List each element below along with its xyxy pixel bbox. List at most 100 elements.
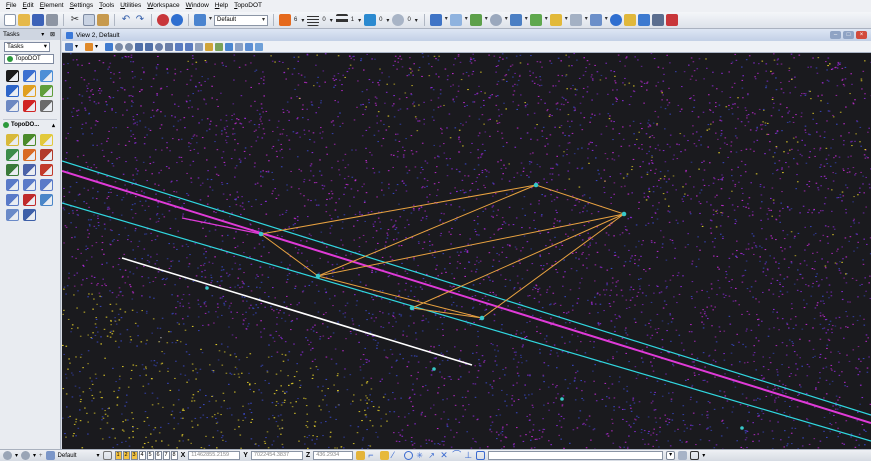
menu-utilities[interactable]: Utilities <box>120 2 142 9</box>
pin-icon[interactable] <box>40 164 53 176</box>
menu-tools[interactable]: Tools <box>99 2 115 9</box>
print-icon[interactable] <box>46 14 58 26</box>
cross-section-icon[interactable] <box>6 164 19 176</box>
view-attributes-icon[interactable] <box>65 42 73 51</box>
chevron-down-icon[interactable]: ▾ <box>96 453 100 459</box>
panel-controls-icon[interactable]: ▾ ⊠ <box>41 32 57 38</box>
line-icon[interactable]: ⁄ <box>392 450 394 460</box>
open-folder-icon[interactable] <box>18 14 30 26</box>
color-icon[interactable] <box>279 14 291 26</box>
chevron-down-icon[interactable]: ▾ <box>386 17 390 24</box>
fill-icon[interactable] <box>364 14 377 26</box>
reference-icon[interactable] <box>469 14 488 26</box>
zoom-out-icon[interactable] <box>125 42 133 51</box>
view-toggle-6[interactable]: 6 <box>154 451 162 460</box>
polyline-icon[interactable] <box>23 179 36 191</box>
level-display-icon[interactable] <box>45 451 55 460</box>
fit-view-icon[interactable] <box>145 42 153 51</box>
fence-icon[interactable] <box>476 451 486 460</box>
view-toggle-1[interactable]: 1 <box>114 451 122 460</box>
model-icon[interactable] <box>489 14 508 26</box>
view-toggle-4[interactable]: 4 <box>138 451 146 460</box>
line-style-icon[interactable] <box>307 14 320 26</box>
text-icon[interactable] <box>23 194 36 206</box>
view-rotation-icon[interactable] <box>195 42 203 51</box>
settings-icon[interactable] <box>3 451 12 460</box>
view-toggle-7[interactable]: 7 <box>162 451 170 460</box>
circle-icon[interactable] <box>404 451 414 460</box>
tree-icon[interactable] <box>23 134 36 146</box>
bentley-connect-icon[interactable] <box>157 14 169 26</box>
chevron-down-icon[interactable]: ▾ <box>15 453 19 459</box>
view-settings-icon[interactable] <box>255 42 263 51</box>
tag-icon[interactable] <box>40 85 53 97</box>
topodot-task-tab[interactable]: TopoDOT <box>4 54 54 64</box>
smartline-icon[interactable]: ⌐ <box>368 450 374 460</box>
section-view-icon[interactable] <box>235 42 243 51</box>
active-weight-value[interactable]: 1 <box>350 17 355 23</box>
pointcloud-icon[interactable] <box>549 14 568 26</box>
menu-file[interactable]: File <box>6 2 17 9</box>
minimize-icon[interactable]: – <box>830 31 841 39</box>
render-icon[interactable] <box>245 42 253 51</box>
previous-view-icon[interactable] <box>175 42 183 51</box>
snap-mode-icon[interactable] <box>21 451 31 460</box>
measure-icon[interactable] <box>569 14 588 26</box>
info-icon[interactable] <box>609 14 622 26</box>
clip-volume-icon[interactable] <box>215 42 223 51</box>
cell-icon[interactable] <box>6 209 19 221</box>
level-manager-icon[interactable] <box>194 14 212 26</box>
maximize-icon[interactable]: □ <box>843 31 854 39</box>
view-toggle-5[interactable]: 5 <box>146 451 154 460</box>
update-view-icon[interactable] <box>105 42 113 51</box>
menu-help[interactable]: Help <box>214 2 229 9</box>
breakline-icon[interactable] <box>23 149 36 161</box>
cut-icon[interactable]: ✂ <box>70 14 80 25</box>
smartline-icon[interactable] <box>6 194 19 206</box>
pointcloud-icon[interactable] <box>6 134 19 146</box>
curve-icon[interactable]: ⌒ <box>452 450 462 460</box>
level-display-value[interactable]: Default <box>57 452 77 459</box>
chevron-down-icon[interactable]: ▾ <box>702 453 706 459</box>
view-groups-icon[interactable] <box>102 451 112 460</box>
pointcloud-drawing[interactable] <box>62 53 871 449</box>
undo-icon[interactable]: ↶ <box>121 14 131 25</box>
filter-icon[interactable] <box>690 451 700 460</box>
curb-icon[interactable] <box>6 149 19 161</box>
pan-view-icon[interactable] <box>165 42 173 51</box>
save-icon[interactable] <box>32 14 44 26</box>
lock-icon[interactable] <box>380 451 390 460</box>
active-fill-value[interactable]: 0 <box>379 17 383 23</box>
copy-icon[interactable] <box>6 100 19 112</box>
chevron-down-icon[interactable]: ▾ <box>666 451 676 460</box>
tools-icon[interactable] <box>665 14 678 26</box>
snap-icon[interactable] <box>589 14 608 26</box>
new-file-icon[interactable] <box>4 14 16 26</box>
view-toggle-3[interactable]: 3 <box>130 451 138 460</box>
chevron-down-icon[interactable]: ▾ <box>75 43 79 50</box>
saved-views-icon[interactable] <box>529 14 548 26</box>
zoom-icon[interactable] <box>23 209 36 221</box>
grid-icon[interactable] <box>637 14 650 26</box>
tasks-select[interactable]: Tasks ▾ <box>4 42 50 52</box>
clip-mask-icon[interactable] <box>225 42 233 51</box>
chevron-down-icon[interactable]: ▾ <box>329 17 333 24</box>
layout-icon[interactable] <box>651 14 664 26</box>
x-coordinate-field[interactable]: 11462855.2159 <box>188 451 241 460</box>
modify-icon[interactable]: ↗ <box>428 451 435 460</box>
next-view-icon[interactable] <box>185 42 193 51</box>
grid-icon[interactable] <box>40 134 53 146</box>
line-weight-icon[interactable] <box>335 14 348 26</box>
vertex-icon[interactable] <box>40 149 53 161</box>
menu-settings[interactable]: Settings <box>69 2 94 9</box>
menu-element[interactable]: Element <box>39 2 64 9</box>
active-color-value[interactable]: 6 <box>294 17 298 23</box>
chevron-down-icon[interactable]: ▾ <box>414 17 418 24</box>
sun-icon[interactable]: ✳ <box>416 451 423 460</box>
photo-icon[interactable] <box>23 164 36 176</box>
z-coordinate-field[interactable]: 436.2934 <box>313 451 354 460</box>
paste-icon[interactable] <box>97 14 109 26</box>
active-style-value[interactable]: 0 <box>322 17 326 23</box>
display-mode-icon[interactable] <box>85 42 93 51</box>
cross-icon[interactable]: ✕ <box>440 450 448 460</box>
